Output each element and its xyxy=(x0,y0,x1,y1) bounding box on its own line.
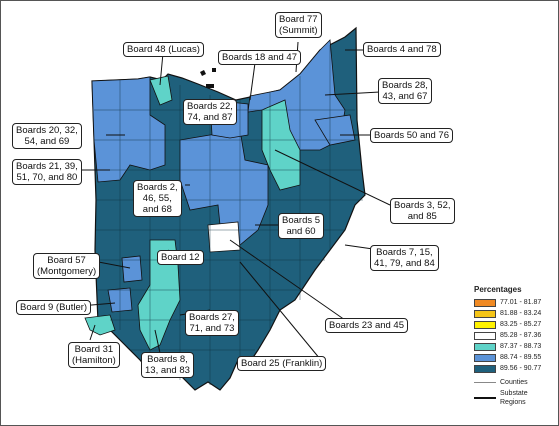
label-boards-18-47: Boards 18 and 47 xyxy=(218,50,302,65)
region-medium-blue-nw xyxy=(91,76,166,183)
legend-range-label: 85.28 - 87.36 xyxy=(500,332,542,339)
legend-range-row: 77.01 - 81.87 xyxy=(474,297,556,308)
legend-range-row: 85.28 - 87.36 xyxy=(474,330,556,341)
legend-ranges: 77.01 - 81.87 81.88 - 83.24 83.25 - 85.27 8… xyxy=(474,297,556,374)
label-board-12: Board 12 xyxy=(157,250,204,265)
legend-swatch xyxy=(474,320,496,329)
legend-swatch xyxy=(474,342,496,351)
legend-swatch xyxy=(474,353,496,362)
legend-range-label: 83.25 - 85.27 xyxy=(500,321,542,328)
label-boards-22-74-87: Boards 22, 74, and 87 xyxy=(183,99,237,125)
legend-counties-row: Counties xyxy=(474,377,556,388)
label-board-57: Board 57 (Montgomery) xyxy=(33,253,101,279)
label-board-9: Board 9 (Butler) xyxy=(16,300,92,315)
label-boards-8-13-83: Boards 8, 13, and 83 xyxy=(141,352,194,378)
label-boards-27-71-73: Boards 27, 71, and 73 xyxy=(185,310,239,336)
legend-substate-label: Substate Regions xyxy=(500,390,528,406)
leader-lines xyxy=(79,41,391,366)
label-boards-21-39-51-70-80: Boards 21, 39, 51, 70, and 80 xyxy=(12,159,82,185)
legend-range-row: 89.56 - 90.77 xyxy=(474,363,556,374)
substate-line-icon xyxy=(474,397,496,399)
region-light-teal-nw xyxy=(149,75,173,106)
label-boards-23-45: Boards 23 and 45 xyxy=(325,318,409,333)
legend-swatch xyxy=(474,309,496,318)
legend-range-row: 83.25 - 85.27 xyxy=(474,319,556,330)
region-light-teal-hamilton xyxy=(84,314,116,336)
legend: Percentages 77.01 - 81.87 81.88 - 83.24 83… xyxy=(474,285,556,423)
legend-range-label: 89.56 - 90.77 xyxy=(500,365,542,372)
lake-erie-islands xyxy=(200,68,216,88)
legend-range-label: 81.88 - 83.24 xyxy=(500,310,542,317)
region-medium-blue-montgomery xyxy=(121,255,143,283)
legend-range-label: 77.01 - 81.87 xyxy=(500,299,542,306)
legend-title: Percentages xyxy=(474,285,522,294)
region-medium-blue-center xyxy=(179,129,269,246)
label-board-48: Board 48 (Lucas) xyxy=(123,42,204,57)
label-boards-28-43-67: Boards 28, 43, and 67 xyxy=(378,78,432,104)
label-boards-20-32-54-69: Boards 20, 32, 54, and 69 xyxy=(12,123,82,149)
label-boards-2-46-55-68: Boards 2, 46, 55, and 68 xyxy=(133,180,182,217)
label-boards-4-78: Boards 4 and 78 xyxy=(363,42,441,57)
legend-swatch xyxy=(474,364,496,373)
label-board-25: Board 25 (Franklin) xyxy=(237,356,327,371)
label-boards-3-52-85: Boards 3, 52, and 85 xyxy=(390,198,455,224)
legend-range-row: 87.37 - 88.73 xyxy=(474,341,556,352)
legend-substate-row: Substate Regions xyxy=(474,388,556,408)
legend-swatch xyxy=(474,298,496,307)
label-board-31: Board 31 (Hamilton) xyxy=(68,342,120,368)
region-white-franklin xyxy=(207,221,241,253)
label-board-77: Board 77 (Summit) xyxy=(275,12,322,38)
label-boards-50-76: Boards 50 and 76 xyxy=(370,128,454,143)
label-boards-5-60: Boards 5 and 60 xyxy=(278,213,325,239)
counties-line-icon xyxy=(474,382,496,383)
legend-range-row: 88.74 - 89.55 xyxy=(474,352,556,363)
legend-range-label: 88.74 - 89.55 xyxy=(500,354,542,361)
legend-range-label: 87.37 - 88.73 xyxy=(500,343,542,350)
label-boards-7-15-41-79-84: Boards 7, 15, 41, 79, and 84 xyxy=(370,245,439,271)
legend-counties-label: Counties xyxy=(500,379,528,386)
legend-range-row: 81.88 - 83.24 xyxy=(474,308,556,319)
legend-swatch xyxy=(474,331,496,340)
